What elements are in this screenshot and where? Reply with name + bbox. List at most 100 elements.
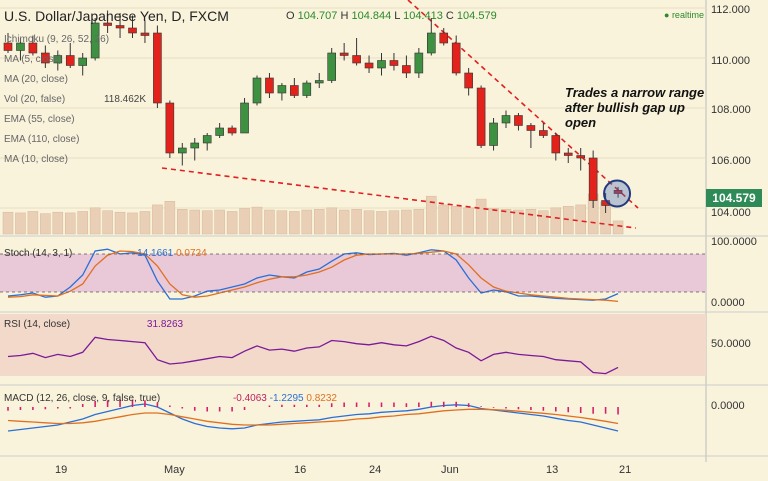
volume-bar: [426, 195, 437, 235]
indicator-ema110-label: EMA (110, close): [4, 134, 80, 145]
volume-bar: [139, 211, 151, 235]
y-tick-110: 110.000: [711, 55, 750, 67]
indicator-ema55[interactable]: EMA (55, close): [4, 114, 75, 125]
stoch-label: Stoch (14, 3, 1) 14.1661 0.0724: [4, 248, 207, 259]
y-tick-104: 104.000: [711, 207, 751, 219]
volume-bar: [338, 209, 350, 235]
rsi-value: 31.8263: [146, 319, 184, 330]
indicator-ema110[interactable]: EMA (110, close): [4, 134, 79, 145]
stoch-title: Stoch (14, 3, 1): [4, 248, 73, 259]
x-tick-jun: Jun: [441, 464, 459, 476]
candle-body: [314, 80, 324, 84]
volume-bar: [388, 210, 400, 235]
volume-bar: [89, 207, 101, 235]
volume-bar: [102, 210, 113, 235]
candle-body: [65, 55, 75, 66]
x-tick-may: May: [164, 464, 185, 476]
candle-body: [389, 60, 399, 66]
candle-body: [526, 125, 536, 131]
macd-value-hist: -0.4063: [232, 393, 267, 404]
stoch-value-d: 0.0724: [176, 248, 207, 259]
last-price-tag: 104.579: [706, 189, 762, 207]
volume-bar: [525, 209, 537, 235]
stoch-line: [7, 248, 619, 301]
indicator-ma20[interactable]: MA (20, close): [4, 74, 68, 85]
volume-bar: [413, 209, 425, 235]
candle-body: [402, 65, 411, 74]
highlight-circle: [603, 179, 632, 208]
realtime-indicator[interactable]: ● realtime: [664, 10, 704, 20]
candle-body: [290, 85, 299, 96]
volume-bar: [363, 210, 375, 235]
volume-bar: [401, 209, 412, 235]
candle-body: [16, 42, 25, 51]
volume-bar: [251, 206, 263, 235]
candle-body: [451, 42, 461, 74]
volume-bar: [40, 213, 51, 235]
candle-body: [78, 57, 87, 66]
macd-value-signal: 0.8232: [306, 393, 337, 404]
rsi-band: [0, 314, 706, 376]
indicator-ma10-label: MA (10, close): [4, 154, 68, 165]
candle-body: [514, 115, 523, 126]
stoch-value-k: 14.1661: [137, 248, 174, 259]
candle-body: [613, 190, 623, 194]
volume-bar: [214, 209, 225, 235]
candle-body: [539, 130, 548, 136]
candle-body: [103, 22, 112, 26]
realtime-label: realtime: [671, 10, 704, 20]
y-tick-108: 108.000: [711, 104, 751, 116]
candle-body: [215, 127, 224, 136]
candle-body: [476, 87, 486, 146]
macd-line: [7, 408, 619, 426]
resistance-trendline: [407, 0, 639, 209]
volume-bar: [52, 211, 64, 235]
candle-body: [377, 60, 386, 69]
volume-bar: [152, 204, 163, 235]
candle-body: [53, 55, 63, 64]
x-tick-19: 19: [55, 464, 68, 476]
volume-bar: [351, 209, 362, 235]
volume-bar: [77, 211, 88, 235]
macd-line: [7, 403, 619, 432]
candle-body: [302, 82, 312, 96]
open-label: O: [286, 10, 295, 22]
candle-body: [352, 55, 361, 64]
volume-bar: [326, 207, 337, 235]
y-tick-112: 112.000: [711, 4, 750, 16]
rsi-title: RSI (14, close): [4, 319, 71, 330]
indicator-ma20-label: MA (20, close): [4, 74, 68, 85]
volume-bar: [575, 204, 586, 235]
volume-bar: [226, 211, 238, 235]
volume-bar: [2, 211, 14, 235]
volume-bar: [264, 209, 275, 235]
candle-body: [464, 72, 473, 89]
close-label: C: [445, 10, 454, 22]
close-value: 104.579: [456, 10, 497, 22]
volume-bar: [164, 201, 176, 235]
candle-body: [140, 32, 150, 36]
rsi-tick-50: 50.0000: [711, 338, 751, 350]
indicator-ma10[interactable]: MA (10, close): [4, 154, 68, 165]
x-tick-21: 21: [619, 464, 632, 476]
volume-bar: [27, 211, 39, 235]
volume-bar: [376, 211, 387, 235]
volume-bar: [114, 211, 126, 235]
indicator-volume[interactable]: Vol (20, false) 118.462K: [4, 94, 146, 105]
stoch-line: [7, 250, 619, 303]
high-value: 104.844: [351, 10, 392, 22]
low-label: L: [394, 10, 401, 22]
volume-bar: [475, 198, 487, 235]
rsi-line: [7, 335, 619, 375]
indicator-volume-label: Vol (20, false): [4, 94, 66, 105]
ohlc-readout: O 104.707 H 104.844 L 104.413 C 104.579: [286, 10, 497, 22]
macd-value-macd: -1.2295: [269, 393, 304, 404]
candle-body: [252, 77, 262, 104]
candle-body: [3, 42, 13, 51]
candle-body: [563, 152, 573, 156]
volume-bar: [289, 211, 300, 235]
volume-bar: [65, 212, 76, 235]
indicator-ma5[interactable]: MA (5, close): [4, 54, 62, 65]
indicator-ichimoku[interactable]: Ichimoku (9, 26, 52, 26): [4, 34, 109, 45]
